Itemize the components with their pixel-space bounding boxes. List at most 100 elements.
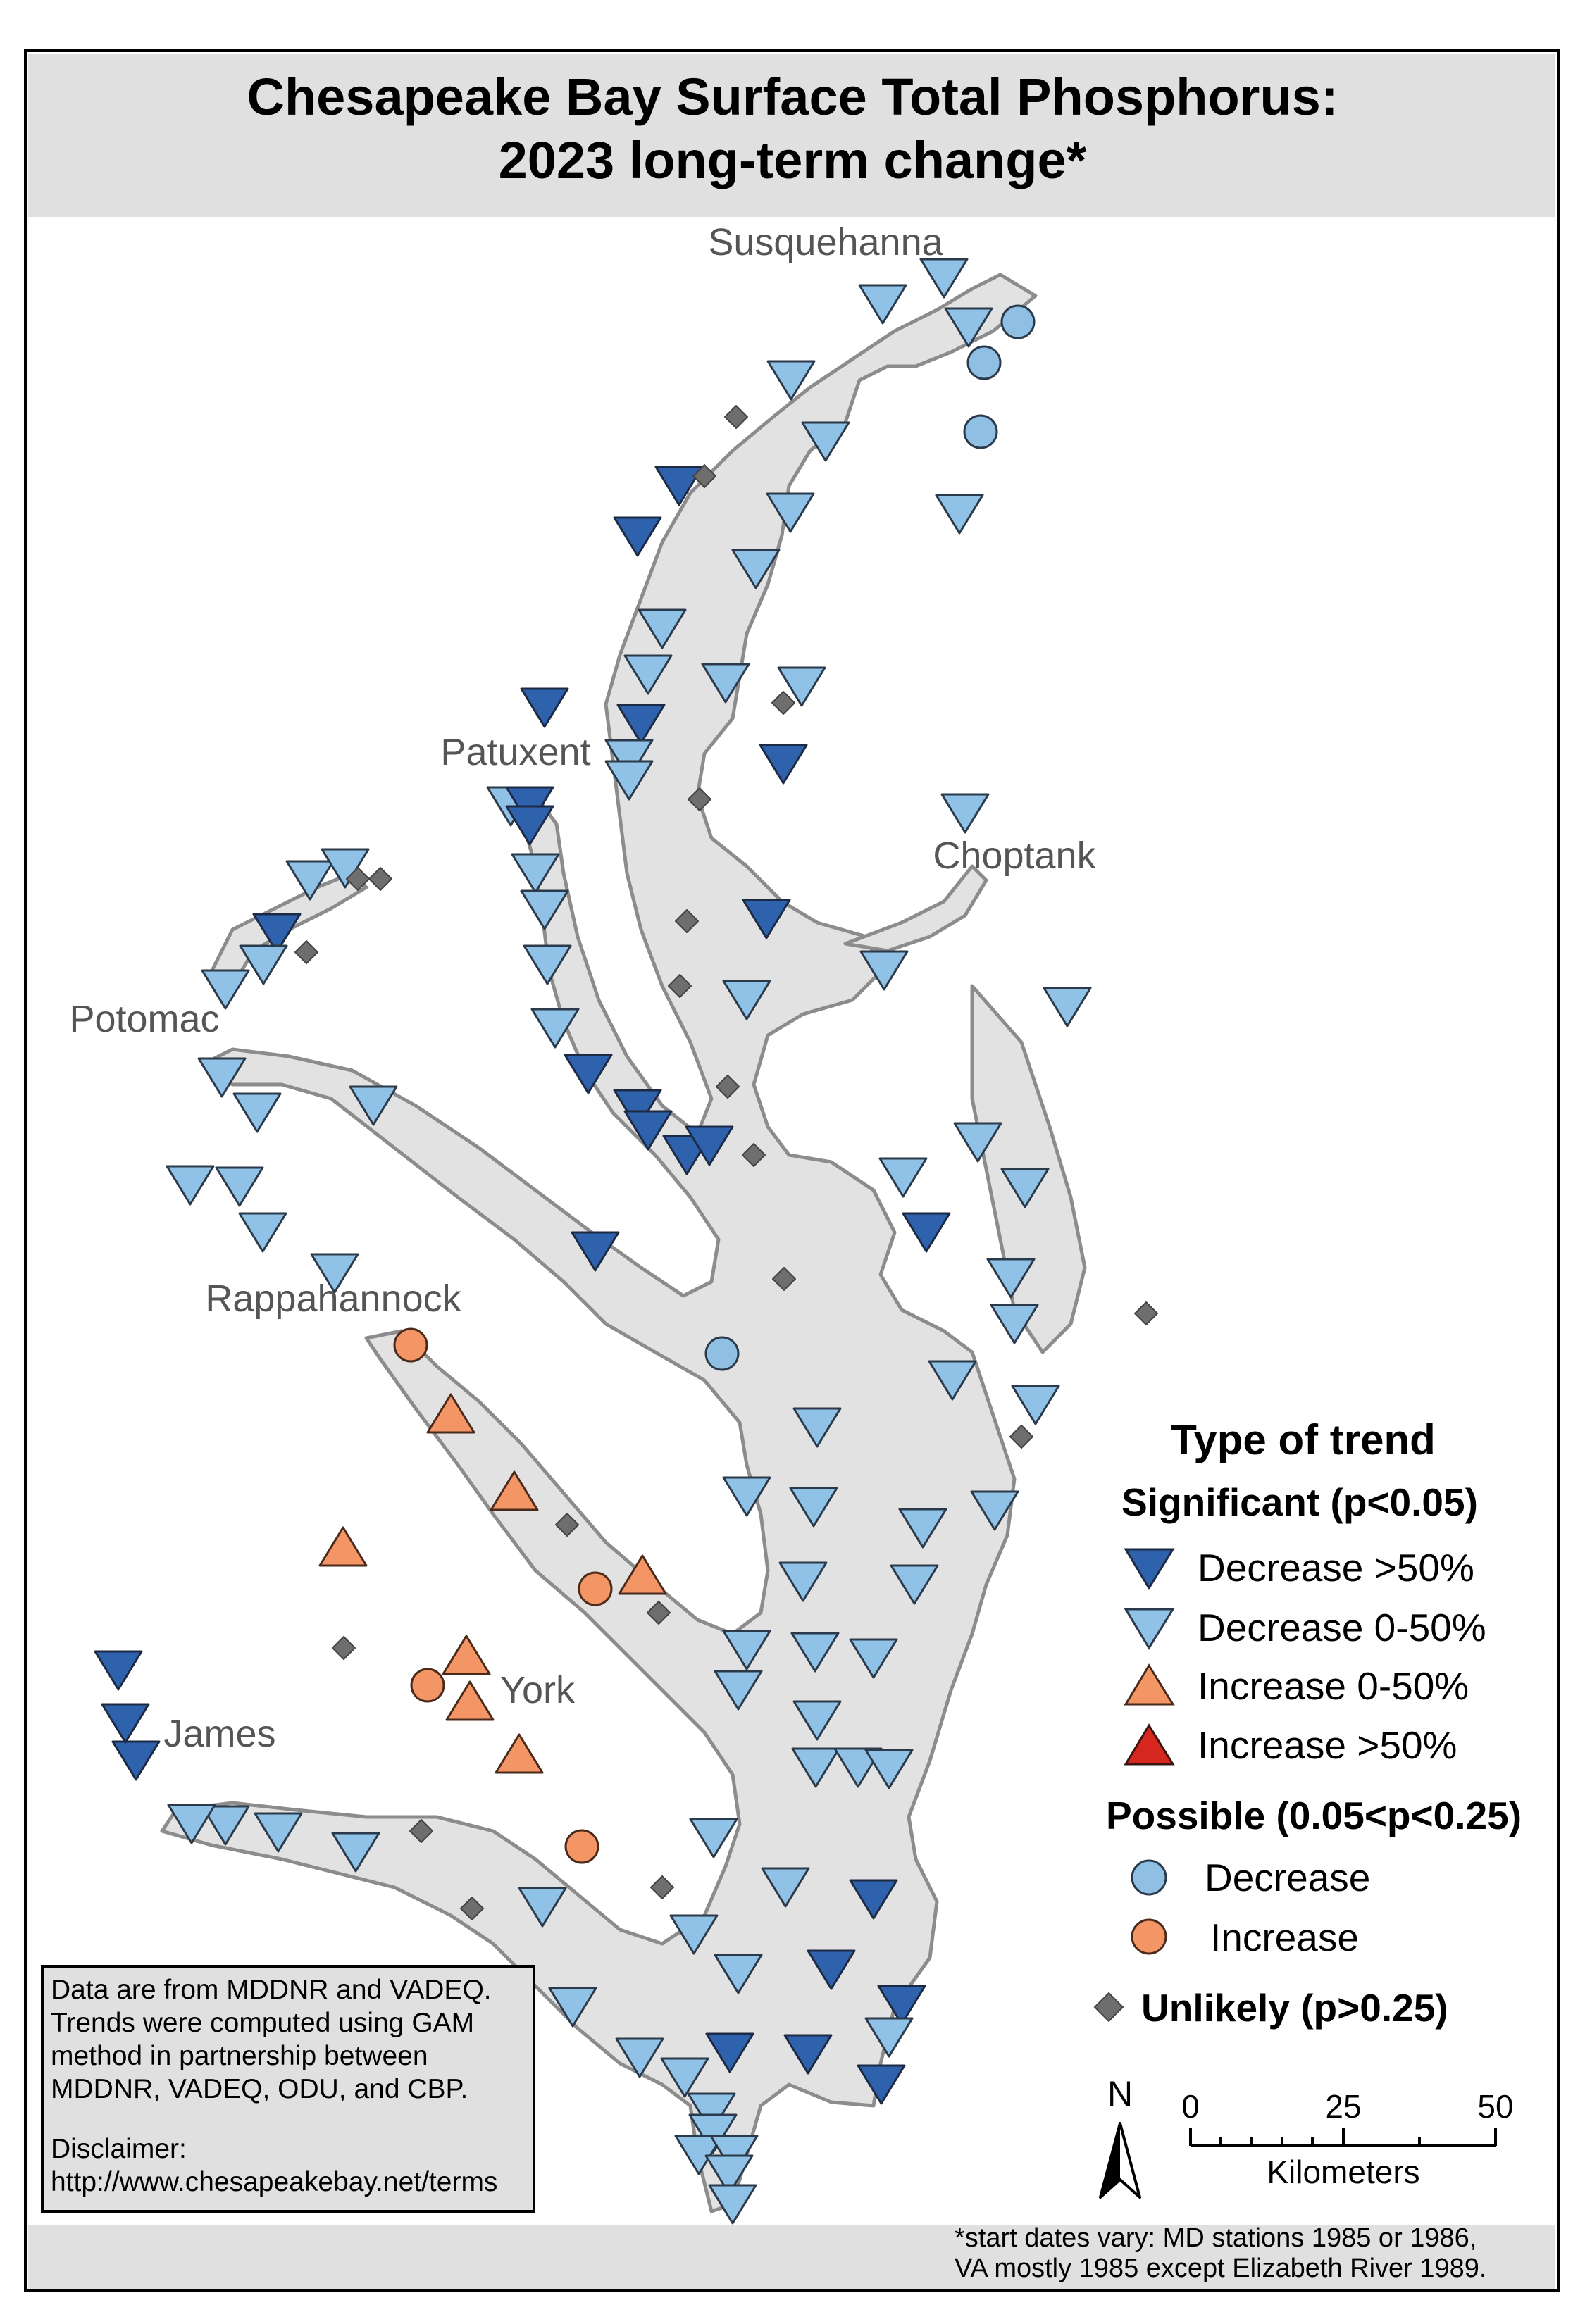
station-decrease-0-50 <box>790 1632 840 1673</box>
station-decrease-0-50 <box>215 1166 264 1207</box>
legend: Type of trend Significant (p<0.05) Decre… <box>1093 1416 1522 2030</box>
station-unlikely <box>1009 1425 1033 1449</box>
station-unlikely <box>668 974 692 998</box>
station-decrease-0-50 <box>1043 987 1092 1027</box>
legend-symbol-possible-dec <box>1131 1859 1167 1896</box>
river-label-potomac: Potomac <box>69 998 219 1040</box>
station-decrease-0-50 <box>615 2037 664 2078</box>
station-decrease-gt50 <box>654 466 704 506</box>
station-decrease-0-50 <box>689 1818 738 1858</box>
station-decrease-gt50 <box>849 1879 898 1920</box>
station-decrease-0-50 <box>604 739 654 780</box>
station-decrease-0-50 <box>878 1157 928 1198</box>
choptank-water <box>843 864 988 953</box>
river-label-york: York <box>500 1669 576 1711</box>
station-decrease-0-50 <box>928 1360 977 1401</box>
station-decrease-0-50 <box>722 1630 771 1670</box>
station-decrease-gt50 <box>759 744 808 785</box>
station-decrease-0-50 <box>731 549 781 589</box>
station-increase-0-50 <box>618 1554 667 1595</box>
bottom-band <box>28 2225 1555 2289</box>
legend-label-dec-0-50: Decrease 0-50% <box>1198 1606 1486 1649</box>
station-increase-0-50 <box>426 1393 476 1434</box>
legend-heading: Type of trend <box>1171 1416 1436 1463</box>
station-decrease-0-50 <box>714 1954 763 1994</box>
station-decrease-0-50 <box>660 2057 709 2098</box>
station-decrease-0-50 <box>864 1749 914 1789</box>
station-decrease-gt50 <box>616 704 666 744</box>
station-decrease-gt50 <box>505 805 554 846</box>
station-decrease-gt50 <box>613 1089 662 1130</box>
station-decrease-0-50 <box>935 494 984 535</box>
legend-symbol-dec-0-50 <box>1124 1608 1175 1650</box>
station-increase-0-50 <box>495 1733 544 1774</box>
station-decrease-0-50 <box>623 654 673 695</box>
station-possible-increase <box>410 1668 445 1703</box>
station-unlikely <box>368 867 392 891</box>
station-increase-0-50 <box>490 1470 539 1511</box>
data-note-line2: Trends were computed using GAM <box>51 2008 474 2038</box>
station-increase-0-50 <box>318 1526 368 1567</box>
station-decrease-gt50 <box>685 1125 734 1166</box>
footnote-line1: *start dates vary: MD stations 1985 or 1… <box>955 2223 1477 2253</box>
station-decrease-0-50 <box>761 1867 810 1908</box>
station-unlikely <box>771 691 795 715</box>
station-unlikely <box>772 1267 796 1291</box>
station-decrease-0-50 <box>766 360 816 401</box>
station-decrease-0-50 <box>239 944 288 985</box>
station-decrease-0-50 <box>331 1832 380 1873</box>
station-unlikely <box>724 405 748 429</box>
scale-tick-25: 25 <box>1325 2088 1361 2125</box>
station-decrease-0-50 <box>254 1812 303 1853</box>
station-decrease-0-50 <box>849 1638 898 1679</box>
station-decrease-0-50 <box>1011 1385 1060 1425</box>
scale-bar: 0 25 50 Kilometers <box>1181 2088 1513 2190</box>
station-decrease-0-50 <box>511 853 560 894</box>
station-decrease-0-50 <box>1000 1168 1050 1208</box>
station-possible-increase <box>578 1571 613 1606</box>
data-note-line4: MDDNR, VADEQ, ODU, and CBP. <box>51 2074 468 2104</box>
disclaimer-url: http://www.chesapeakebay.net/terms <box>51 2167 497 2197</box>
station-decrease-0-50 <box>801 421 850 462</box>
legend-label-possible-dec: Decrease <box>1205 1856 1370 1899</box>
station-decrease-0-50 <box>990 1304 1039 1344</box>
station-unlikely <box>409 1819 433 1843</box>
station-decrease-gt50 <box>571 1231 620 1272</box>
station-decrease-0-50 <box>919 258 969 299</box>
station-decrease-0-50 <box>285 860 335 901</box>
station-decrease-0-50 <box>704 2154 754 2195</box>
map-title-line1: Chesapeake Bay Surface Total Phosphorus: <box>247 68 1338 126</box>
station-increase-0-50 <box>442 1635 491 1675</box>
footnote-line2: VA mostly 1985 except Elizabeth River 19… <box>955 2254 1487 2283</box>
scale-unit: Kilometers <box>1267 2154 1419 2190</box>
station-decrease-0-50 <box>201 969 250 1010</box>
station-unlikely <box>294 940 318 964</box>
data-note: Data are from MDDNR and VADEQ. Trends we… <box>41 1965 535 2213</box>
station-unlikely <box>716 1075 740 1099</box>
station-decrease-0-50 <box>232 1092 282 1133</box>
map-title-line2: 2023 long-term change* <box>499 131 1087 189</box>
station-decrease-gt50 <box>857 2064 906 2105</box>
station-markers <box>94 258 1158 2225</box>
station-decrease-gt50 <box>623 1110 673 1151</box>
station-decrease-0-50 <box>778 1561 828 1602</box>
station-decrease-0-50 <box>669 1914 719 1955</box>
river-label-patuxent: Patuxent <box>440 731 590 773</box>
station-decrease-0-50 <box>722 980 771 1020</box>
station-decrease-0-50 <box>310 1253 359 1294</box>
legend-significant-heading: Significant (p<0.05) <box>1121 1480 1478 1524</box>
station-decrease-gt50 <box>613 516 662 557</box>
station-decrease-0-50 <box>688 2113 738 2154</box>
station-decrease-0-50 <box>722 1476 771 1517</box>
river-label-susquehanna: Susquehanna <box>708 221 943 263</box>
station-unlikely <box>1134 1301 1158 1325</box>
station-decrease-0-50 <box>714 1670 763 1711</box>
station-unlikely <box>742 1143 766 1167</box>
station-decrease-0-50 <box>858 284 907 325</box>
scale-tick-0: 0 <box>1181 2088 1200 2125</box>
legend-symbol-inc-0-50 <box>1124 1663 1175 1706</box>
legend-symbol-dec-gt50 <box>1124 1548 1175 1590</box>
station-decrease-0-50 <box>518 1887 567 1928</box>
